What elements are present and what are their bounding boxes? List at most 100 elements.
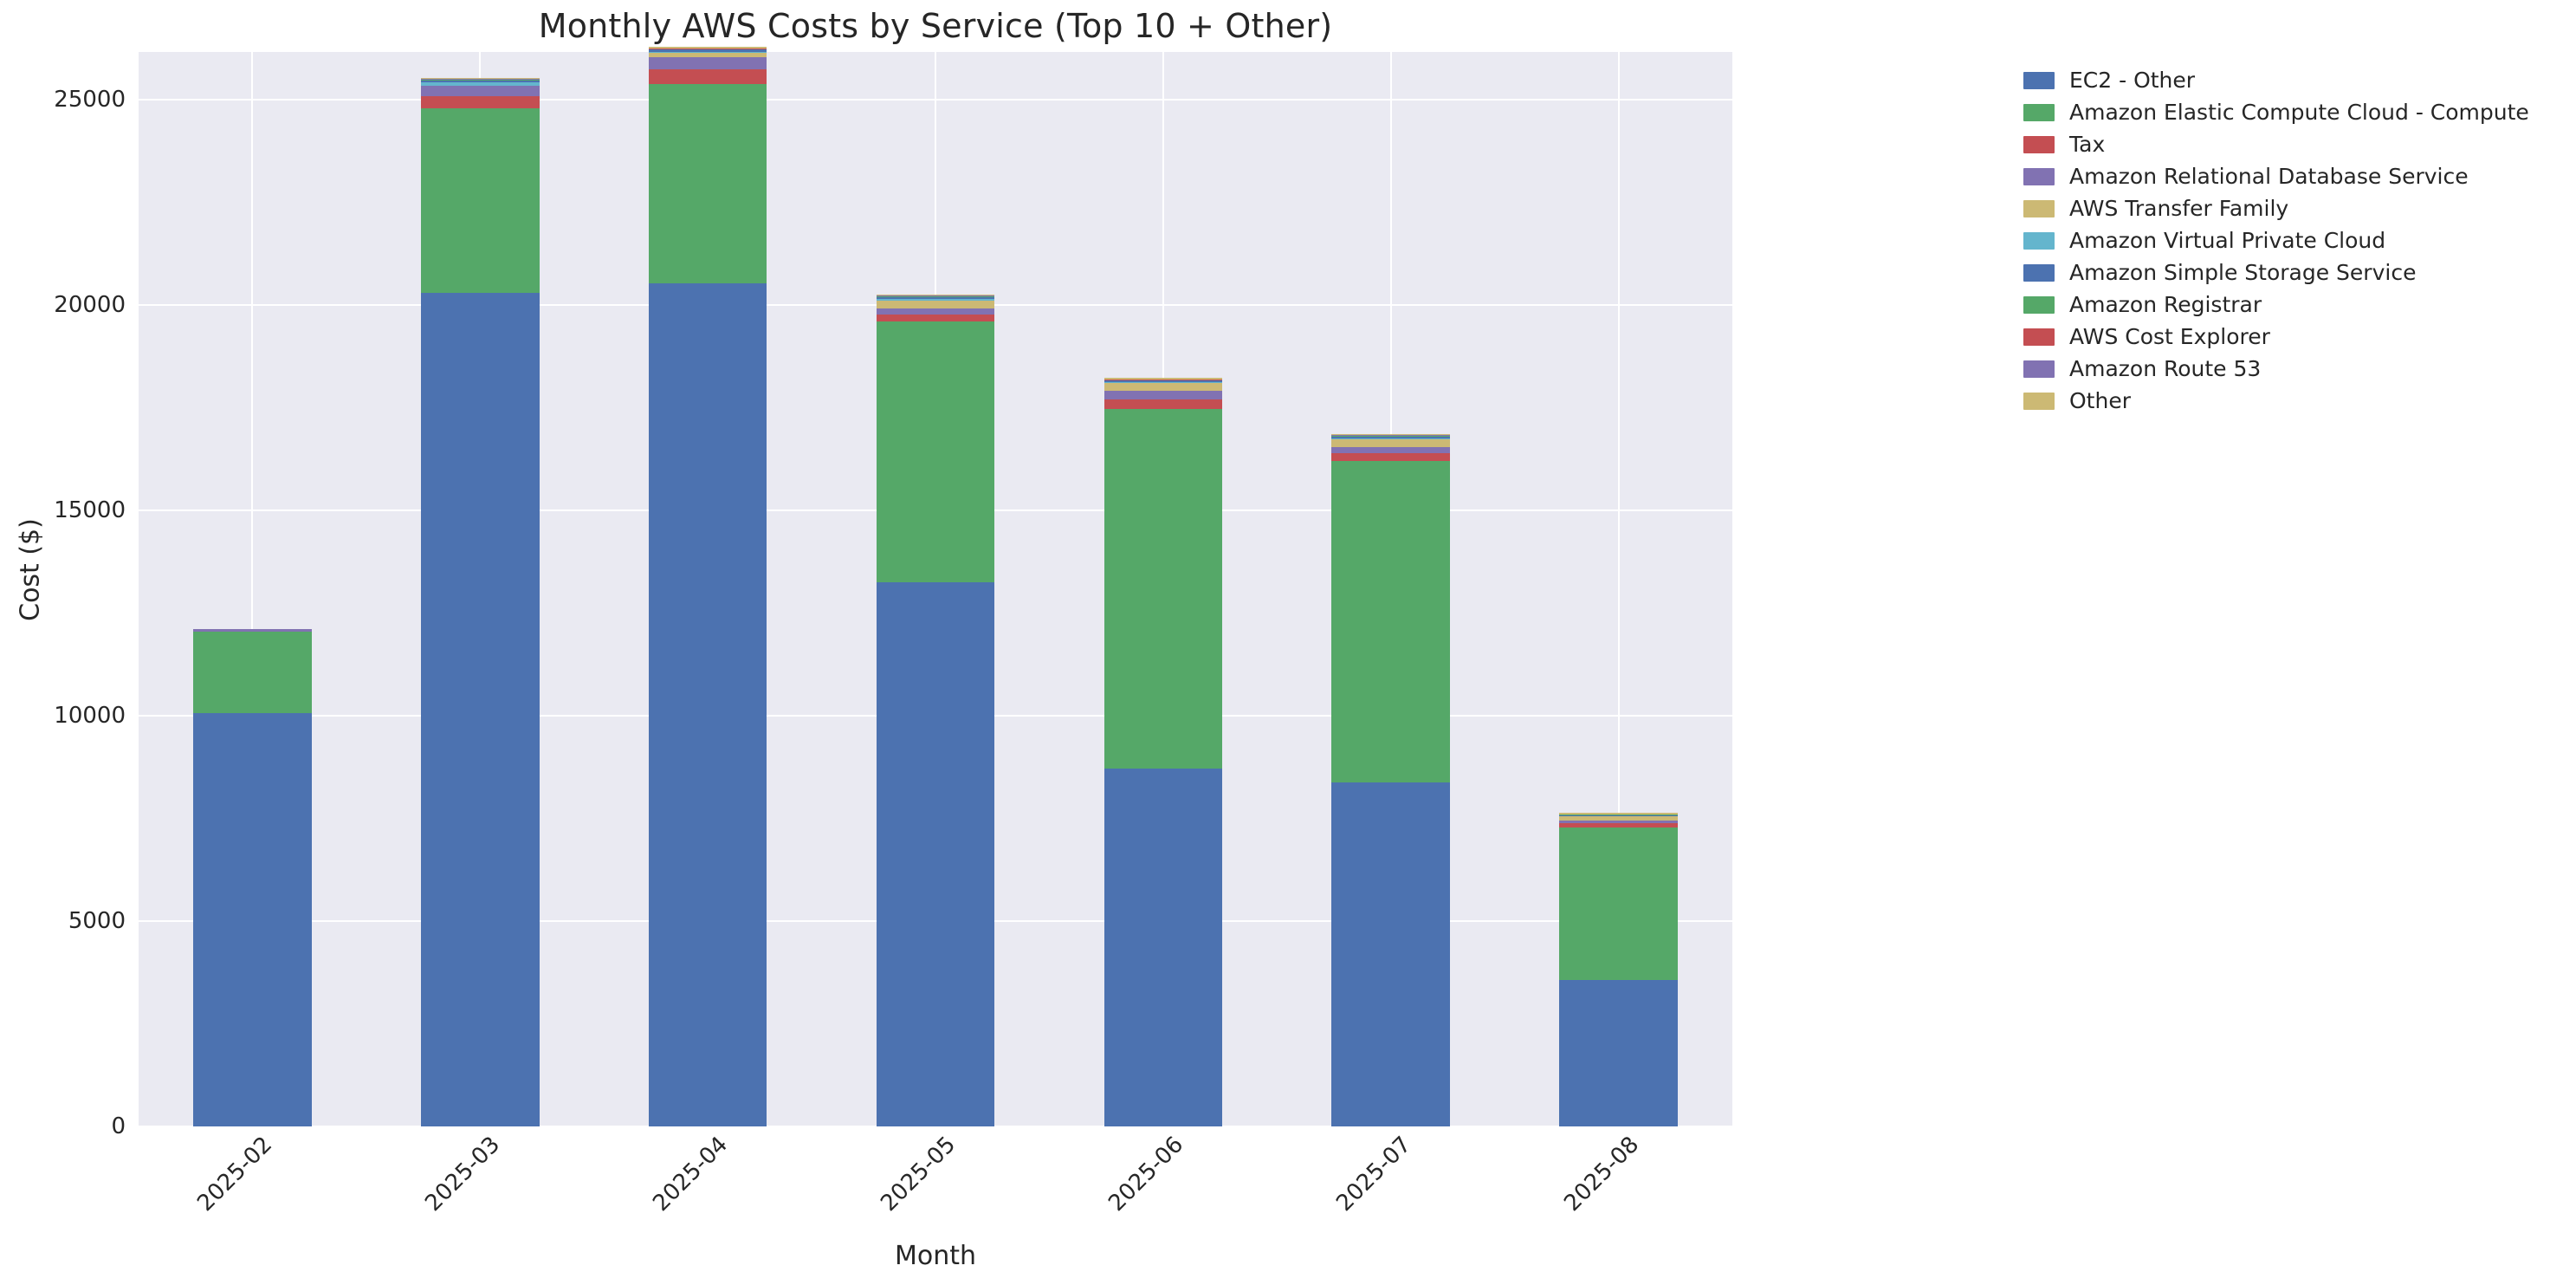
bar-segment[interactable] [648, 83, 767, 283]
legend-item-label: AWS Cost Explorer [2069, 324, 2270, 349]
bar-segment[interactable] [648, 52, 767, 57]
bar-segment[interactable] [1331, 438, 1451, 447]
legend-item[interactable]: Amazon Route 53 [2023, 353, 2560, 385]
bar-segment[interactable] [420, 85, 540, 96]
bar-segment[interactable] [876, 315, 995, 321]
legend-item[interactable]: AWS Cost Explorer [2023, 321, 2560, 353]
bar-segment[interactable] [876, 581, 995, 1126]
legend-item-label: AWS Transfer Family [2069, 196, 2289, 221]
plot-area [139, 47, 1732, 1127]
bar-segment[interactable] [1104, 381, 1223, 384]
bar-segment[interactable] [420, 107, 540, 294]
bar-segment[interactable] [420, 80, 540, 83]
bar-segment[interactable] [1559, 814, 1678, 816]
bar-segment[interactable] [420, 95, 540, 108]
gridline-vertical [251, 52, 254, 1126]
legend-color-swatch-icon [2023, 360, 2055, 378]
bar-stack[interactable] [648, 47, 767, 1126]
x-axis-label: Month [894, 1241, 977, 1271]
bar-segment[interactable] [1559, 822, 1678, 827]
legend-item[interactable]: Amazon Relational Database Service [2023, 160, 2560, 192]
legend-color-swatch-icon [2023, 103, 2055, 121]
bar-stack[interactable] [876, 52, 995, 1126]
x-tick-label: 2025-02 [192, 1132, 278, 1217]
bar-segment[interactable] [876, 301, 995, 309]
bar-segment[interactable] [1559, 820, 1678, 823]
bar-segment[interactable] [648, 47, 767, 49]
bars [139, 47, 1732, 1126]
bar-segment[interactable] [1331, 782, 1451, 1126]
bar-segment[interactable] [1559, 813, 1678, 814]
bar-segment[interactable] [1331, 453, 1451, 461]
legend-color-swatch-icon [2023, 263, 2055, 282]
bar-segment[interactable] [193, 631, 312, 714]
bar-segment[interactable] [1104, 399, 1223, 410]
bar-segment[interactable] [1559, 980, 1678, 1126]
bar-segment[interactable] [1104, 391, 1223, 399]
y-tick-label: 15000 [54, 496, 126, 523]
bar-segment[interactable] [876, 321, 995, 582]
bar-segment[interactable] [876, 308, 995, 315]
bar-segment[interactable] [876, 294, 995, 296]
legend-item[interactable]: Tax [2023, 128, 2560, 160]
bar-segment[interactable] [1559, 814, 1678, 817]
chart-title: Monthly AWS Costs by Service (Top 10 + O… [538, 7, 1333, 45]
bar-segment[interactable] [876, 296, 995, 299]
y-tick-label: 0 [111, 1113, 126, 1139]
bar-segment[interactable] [648, 56, 767, 69]
legend-item[interactable]: Amazon Virtual Private Cloud [2023, 224, 2560, 256]
bar-segment[interactable] [193, 713, 312, 1126]
legend-item[interactable]: Other [2023, 385, 2560, 417]
bar-segment[interactable] [648, 282, 767, 1126]
bar-segment[interactable] [420, 82, 540, 86]
legend-color-swatch-icon [2023, 392, 2055, 410]
legend-item[interactable]: EC2 - Other [2023, 64, 2560, 96]
bar-segment[interactable] [1331, 446, 1451, 454]
bar-stack[interactable] [420, 52, 540, 1126]
legend-item-label: Amazon Relational Database Service [2069, 164, 2469, 189]
bar-segment[interactable] [193, 628, 312, 632]
bar-stack[interactable] [193, 52, 312, 1126]
gridline-vertical [1617, 52, 1620, 1126]
bar-segment[interactable] [1104, 409, 1223, 769]
legend-item[interactable]: AWS Transfer Family [2023, 192, 2560, 224]
legend-item-label: Amazon Simple Storage Service [2069, 260, 2417, 285]
bar-segment[interactable] [420, 293, 540, 1126]
bar-segment[interactable] [1331, 436, 1451, 438]
x-tick-label: 2025-07 [1330, 1132, 1416, 1217]
bar-segment[interactable] [1559, 816, 1678, 821]
legend-item-label: Amazon Elastic Compute Cloud - Compute [2069, 100, 2529, 125]
legend: EC2 - Other Amazon Elastic Compute Cloud … [2023, 64, 2560, 417]
legend-item-label: Amazon Route 53 [2069, 356, 2262, 381]
legend-item-label: EC2 - Other [2069, 68, 2196, 93]
y-axis-label: Cost ($) [15, 518, 46, 621]
y-tick-label: 25000 [54, 86, 126, 113]
bar-stack[interactable] [1104, 52, 1223, 1126]
bar-stack[interactable] [1559, 52, 1678, 1126]
x-tick-label: 2025-03 [420, 1132, 506, 1217]
bar-segment[interactable] [648, 68, 767, 84]
bar-segment[interactable] [1331, 433, 1451, 436]
legend-item[interactable]: Amazon Elastic Compute Cloud - Compute [2023, 96, 2560, 128]
bar-stack[interactable] [1331, 52, 1451, 1126]
bar-segment[interactable] [1104, 383, 1223, 392]
bar-segment[interactable] [1331, 460, 1451, 782]
y-tick-label: 20000 [54, 291, 126, 318]
bar-segment[interactable] [1104, 380, 1223, 383]
x-tick-label: 2025-06 [1104, 1132, 1189, 1217]
bar-segment[interactable] [1104, 378, 1223, 380]
bar-segment[interactable] [1331, 438, 1451, 439]
x-tick-label: 2025-08 [1558, 1132, 1644, 1217]
legend-item[interactable]: Amazon Registrar [2023, 289, 2560, 321]
bar-segment[interactable] [648, 49, 767, 52]
legend-color-swatch-icon [2023, 328, 2055, 346]
bar-segment[interactable] [648, 51, 767, 53]
legend-color-swatch-icon [2023, 167, 2055, 185]
legend-color-swatch-icon [2023, 231, 2055, 250]
legend-item[interactable]: Amazon Simple Storage Service [2023, 256, 2560, 289]
bar-segment[interactable] [1104, 768, 1223, 1126]
bar-segment[interactable] [876, 299, 995, 302]
bar-segment[interactable] [1559, 827, 1678, 981]
bar-segment[interactable] [420, 77, 540, 80]
legend-item-label: Tax [2069, 132, 2106, 157]
